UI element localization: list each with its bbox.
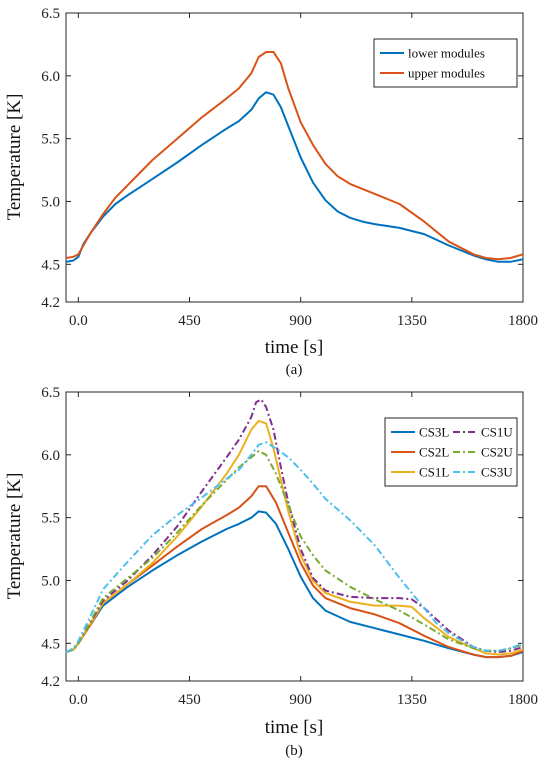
- panel-b-x-tick-label: 1800: [508, 692, 538, 708]
- panel-b-y-tick-label: 4.5: [41, 636, 60, 652]
- panel-a-x-tick-label: 0.0: [69, 313, 88, 329]
- panel-b-y-tick-label: 4.2: [41, 674, 60, 690]
- panel-a-series: [65, 51, 524, 263]
- panel-b-series-cs1l: [65, 419, 524, 656]
- panel-a-legend-entry: lower modules: [408, 46, 485, 61]
- panel-a-series-lower-modules: [65, 91, 524, 263]
- panel-a-x-tick-label: 900: [289, 313, 312, 329]
- panel-a-y-axis-label: Temperature [K]: [4, 94, 25, 221]
- panel-a-y-tick-label: 5.5: [41, 132, 60, 148]
- panel-b-legend-entry: CS3U: [481, 465, 513, 480]
- panel-b-x-tick-label: 900: [289, 692, 312, 708]
- panel-a-x-tick-label: 450: [178, 313, 201, 329]
- panel-b-x-tick-label: 0.0: [69, 692, 88, 708]
- panel-b-series-cs1u: [65, 398, 524, 654]
- panel-a-x-tick-label: 1800: [508, 313, 538, 329]
- panel-b-series-cs2u: [65, 450, 524, 654]
- panel-b-y-ticks: 4.2 4.5 5.0 5.5 6.0 6.5: [41, 385, 523, 690]
- panel-b-label: (b): [285, 743, 303, 759]
- panel-b-x-tick-label: 1350: [397, 692, 427, 708]
- panel-a-y-tick-label: 4.5: [41, 257, 60, 273]
- panel-a-x-tick-label: 1350: [397, 313, 427, 329]
- panel-a-y-tick-label: 4.2: [41, 295, 60, 311]
- panel-b-series: [65, 398, 524, 659]
- panel-a-legend-entry: upper modules: [408, 66, 485, 81]
- panel-a-series-upper-modules: [65, 51, 524, 261]
- panel-a-x-ticks: 0.0 450 900 1350 1800: [69, 13, 538, 329]
- panel-b-y-axis-label: Temperature [K]: [4, 473, 25, 600]
- panel-a-x-axis-label: time [s]: [265, 337, 324, 358]
- panel-b-x-tick-label: 450: [178, 692, 201, 708]
- panel-b-legend-entry: CS2U: [481, 445, 513, 460]
- panel-b-y-tick-label: 5.0: [41, 573, 60, 589]
- panel-b-x-ticks: 0.0 450 900 1350 1800: [69, 392, 538, 708]
- panel-b-legend-entry: CS3L: [419, 425, 449, 440]
- panel-b-legend-entry: CS1U: [481, 425, 513, 440]
- panel-a-legend-box: [373, 38, 518, 88]
- panel-b-case-comparison: 0.0 450 900 1350 1800 4.2 4.5 5.0 5.5 6.0 6.5 CS3…: [4, 385, 538, 759]
- panel-b-legend: CS3L CS2L CS1L CS1U CS2U CS3U: [384, 417, 518, 487]
- panel-a-y-tick-label: 6.0: [41, 69, 60, 85]
- panel-b-x-axis-label: time [s]: [265, 717, 324, 738]
- panel-a-y-tick-label: 5.0: [41, 194, 60, 210]
- panel-a-y-tick-label: 6.5: [41, 6, 60, 22]
- panel-b-y-tick-label: 5.5: [41, 511, 60, 527]
- panel-b-series-cs3u: [65, 441, 524, 653]
- panel-b-y-tick-label: 6.0: [41, 448, 60, 464]
- panel-b-legend-entry: CS2L: [419, 445, 449, 460]
- panel-b-legend-entry: CS1L: [419, 465, 449, 480]
- panel-a-legend: lower modules upper modules: [373, 38, 518, 88]
- panel-b-y-tick-label: 6.5: [41, 385, 60, 401]
- panel-a-lower-upper-modules: 0.0 450 900 1350 1800 4.2 4.5 5.0 5.5 6.0 6.5 low…: [4, 6, 538, 378]
- panel-a-label: (a): [286, 362, 303, 378]
- panel-a-y-ticks: 4.2 4.5 5.0 5.5 6.0 6.5: [41, 6, 523, 311]
